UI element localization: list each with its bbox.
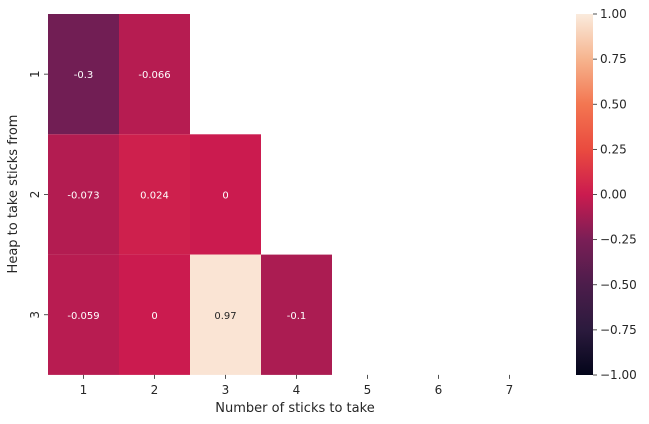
colorbar-tick-label: −0.50: [600, 278, 637, 292]
y-axis-ticks: 1 2 3: [28, 70, 48, 319]
heatmap-cell: [261, 254, 332, 375]
colorbar-ticks: 1.00 0.75 0.50 0.25 0.00 −0.25 −0.50 −0.75 −1.00: [593, 7, 637, 382]
cell-value-label: 0.024: [140, 190, 169, 201]
x-tick-label: 4: [293, 383, 301, 397]
colorbar-tick-label: 0.75: [600, 52, 627, 66]
colorbar-tick-label: 0.25: [600, 142, 627, 156]
heatmap-cell: [48, 14, 119, 135]
x-tick-label: 1: [80, 383, 88, 397]
heatmap-cell: [119, 14, 190, 135]
colorbar-tick-label: −1.00: [600, 368, 637, 382]
colorbar-tick-label: 1.00: [600, 7, 627, 21]
colorbar-tick-label: 0.00: [600, 188, 627, 202]
colorbar-tick-label: −0.75: [600, 323, 637, 337]
heatmap-cell: [119, 134, 190, 255]
heatmap-cell: [190, 134, 261, 255]
x-axis-label: Number of sticks to take: [215, 401, 374, 416]
heatmap-cell-labels: -0.3 -0.066 -0.073 0.024 0 -0.059 0 0.97 -0.1: [67, 70, 306, 322]
y-tick-label: 1: [28, 70, 42, 78]
cell-value-label: -0.066: [138, 70, 170, 81]
y-tick-label: 2: [28, 191, 42, 199]
x-tick-label: 2: [151, 383, 159, 397]
x-tick-label: 6: [435, 383, 443, 397]
heatmap-cells: [48, 14, 332, 375]
x-tick-label: 3: [222, 383, 230, 397]
heatmap-cell: [190, 254, 261, 375]
cell-value-label: 0: [222, 190, 228, 201]
heatmap-cell: [48, 134, 119, 255]
heatmap-cell: [48, 254, 119, 375]
y-axis-label: Heap to take sticks from: [6, 115, 21, 274]
cell-value-label: -0.3: [74, 70, 94, 81]
cell-value-label: 0.97: [214, 311, 236, 322]
heatmap-cell: [119, 254, 190, 375]
colorbar-tick-label: −0.25: [600, 233, 637, 247]
cell-value-label: -0.1: [287, 311, 307, 322]
cell-value-label: -0.059: [67, 311, 99, 322]
y-tick-label: 3: [28, 311, 42, 319]
colorbar-tick-label: 0.50: [600, 97, 627, 111]
x-axis-ticks: 1 2 3 4 5 6 7: [80, 374, 514, 397]
colorbar: [576, 14, 593, 375]
x-tick-label: 7: [506, 383, 514, 397]
cell-value-label: 0: [151, 311, 157, 322]
cell-value-label: -0.073: [67, 190, 99, 201]
x-tick-label: 5: [364, 383, 372, 397]
